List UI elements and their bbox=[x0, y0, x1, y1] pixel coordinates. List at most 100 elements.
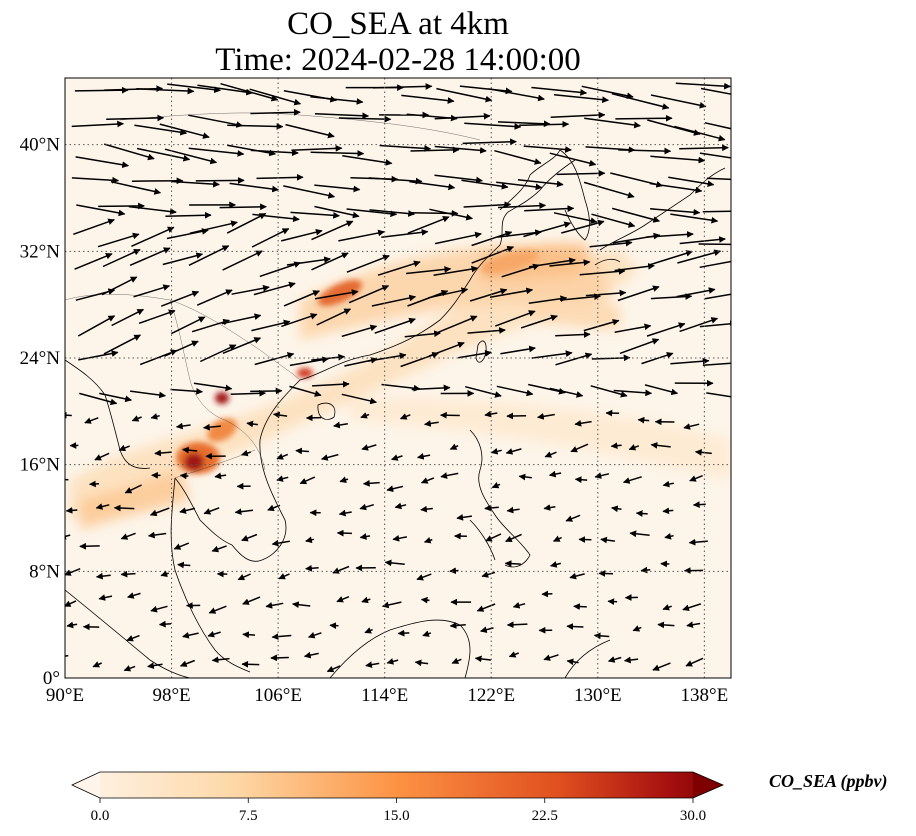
wind-arrow bbox=[360, 412, 370, 419]
wind-arrow bbox=[573, 603, 587, 610]
wind-arrow bbox=[289, 356, 329, 367]
wind-arrow bbox=[154, 449, 172, 457]
wind-arrow bbox=[629, 530, 650, 538]
wind-arrow bbox=[550, 561, 561, 568]
wind-arrow bbox=[610, 442, 622, 450]
wind-arrow bbox=[79, 392, 118, 406]
x-tick-label: 114°E bbox=[361, 685, 408, 706]
wind-arrow bbox=[92, 661, 102, 668]
wind-arrow bbox=[495, 310, 536, 327]
wind-arrow bbox=[123, 665, 136, 672]
wind-arrow bbox=[437, 315, 478, 334]
wind-arrow bbox=[71, 176, 120, 184]
wind-arrow bbox=[283, 185, 336, 199]
wind-arrow bbox=[593, 632, 610, 640]
wind-arrow bbox=[253, 281, 296, 296]
wind-arrow bbox=[420, 596, 430, 604]
colorbar-tick-label: 22.5 bbox=[532, 808, 558, 824]
wind-arrow bbox=[305, 564, 319, 572]
wind-arrow bbox=[635, 510, 648, 517]
wind-arrow bbox=[177, 561, 191, 569]
wind-arrow bbox=[488, 88, 545, 102]
wind-arrow bbox=[160, 290, 200, 307]
wind-arrow bbox=[594, 472, 610, 479]
wind-arrow bbox=[98, 594, 113, 601]
wind-arrow bbox=[191, 318, 230, 333]
wind-arrow bbox=[147, 531, 167, 539]
x-tick-label: 106°E bbox=[254, 685, 302, 706]
wind-arrow bbox=[569, 572, 585, 580]
wind-arrow bbox=[422, 630, 432, 637]
wind-arrow bbox=[188, 147, 245, 157]
wind-arrow bbox=[523, 221, 572, 238]
x-tick-label: 122°E bbox=[467, 685, 515, 706]
wind-arrow bbox=[662, 480, 674, 488]
wind-arrow bbox=[312, 380, 350, 388]
wind-arrow bbox=[336, 596, 350, 603]
wind-arrow bbox=[305, 536, 315, 544]
wind-arrow bbox=[381, 601, 402, 609]
wind-arrow bbox=[490, 447, 502, 455]
wind-arrow bbox=[679, 317, 719, 333]
wind-arrow bbox=[449, 622, 466, 629]
wind-arrow bbox=[333, 421, 348, 429]
wind-arrow bbox=[307, 632, 322, 639]
wind-arrow bbox=[281, 313, 318, 328]
wind-arrow bbox=[650, 442, 671, 449]
wind-arrow bbox=[170, 316, 206, 335]
wind-arrow bbox=[566, 658, 579, 666]
wind-arrow bbox=[702, 362, 731, 367]
wind-arrow bbox=[523, 145, 572, 153]
wind-arrow bbox=[242, 596, 261, 605]
wind-arrow bbox=[688, 538, 708, 546]
wind-arrow bbox=[670, 213, 719, 224]
wind-arrow bbox=[338, 229, 385, 242]
wind-arrow bbox=[207, 630, 221, 638]
wind-arrow bbox=[498, 202, 547, 210]
wind-arrow bbox=[276, 475, 289, 482]
y-tick-label: 8°N bbox=[29, 561, 60, 582]
wind-arrow bbox=[461, 179, 509, 190]
wind-arrow bbox=[583, 318, 620, 332]
y-tick-label: 0° bbox=[43, 668, 60, 689]
wind-arrow bbox=[361, 444, 377, 451]
wind-arrow bbox=[226, 212, 267, 234]
wind-arrow bbox=[188, 245, 230, 266]
wind-arrow bbox=[103, 143, 155, 161]
wind-arrow bbox=[497, 120, 551, 128]
wind-arrow bbox=[136, 147, 191, 162]
wind-arrow bbox=[196, 289, 233, 306]
wind-arrow bbox=[428, 287, 469, 299]
wind-arrow bbox=[646, 322, 686, 337]
wind-arrow bbox=[583, 181, 635, 199]
wind-arrow bbox=[489, 287, 534, 298]
wind-arrow bbox=[332, 565, 350, 574]
wind-arrow bbox=[292, 601, 311, 609]
gridlines bbox=[65, 78, 731, 678]
wind-arrow bbox=[131, 226, 175, 247]
wind-arrow bbox=[434, 174, 483, 184]
wind-arrow bbox=[449, 567, 459, 575]
wind-arrow bbox=[99, 392, 132, 403]
wind-arrow bbox=[467, 327, 506, 334]
wind-arrow bbox=[84, 417, 99, 424]
wind-arrow bbox=[650, 94, 707, 109]
wind-arrow bbox=[436, 87, 493, 103]
wind-arrow bbox=[101, 276, 138, 296]
wind-arrow bbox=[111, 308, 145, 327]
wind-arrow bbox=[359, 503, 375, 511]
wind-arrow bbox=[628, 444, 640, 451]
wind-arrow bbox=[159, 123, 210, 139]
wind-arrow bbox=[242, 631, 256, 639]
wind-arrow bbox=[650, 208, 701, 216]
wind-arrow bbox=[299, 476, 316, 485]
y-tick-label: 16°N bbox=[20, 455, 61, 476]
wind-arrow bbox=[129, 247, 171, 266]
wind-arrow bbox=[160, 570, 170, 577]
wind-arrow bbox=[474, 655, 491, 663]
wind-arrow bbox=[414, 659, 429, 667]
wind-arrow bbox=[106, 114, 165, 122]
wind-arrow bbox=[404, 330, 441, 338]
wind-arrow bbox=[500, 345, 536, 355]
wind-arrow bbox=[150, 605, 168, 613]
